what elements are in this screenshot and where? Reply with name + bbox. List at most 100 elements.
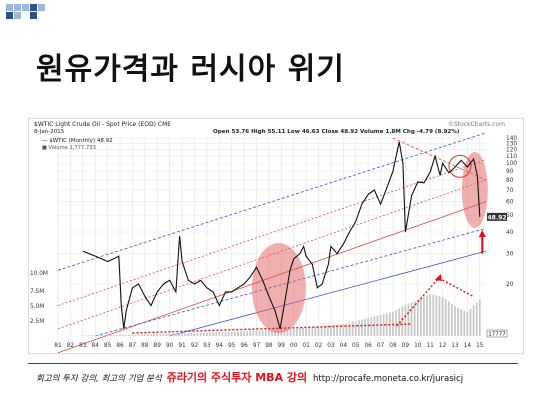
- volume-bar: [261, 330, 264, 336]
- volume-bar: [354, 321, 357, 336]
- volume-bar: [125, 334, 128, 336]
- y-tick-label: 100: [506, 161, 517, 167]
- last-volume-label: 17777: [488, 332, 506, 338]
- highlight-2014: [461, 152, 488, 228]
- chart-ohlc: Open 53.76 High 55.11 Low 46.63 Close 48…: [213, 129, 460, 135]
- volume-bar: [178, 333, 180, 336]
- volume-bar: [444, 299, 447, 336]
- volume-bar: [423, 297, 425, 336]
- price-line-layer: [82, 141, 481, 329]
- volume-bar: [209, 332, 211, 336]
- volume-bar: [274, 329, 277, 336]
- volume-bar: [147, 334, 149, 336]
- x-tick-label: 01: [302, 343, 310, 349]
- volume-bar: [277, 329, 280, 336]
- volume-bar: [171, 333, 174, 336]
- y-tick-label: 20: [506, 282, 514, 288]
- volume-bar: [249, 330, 252, 336]
- volume-bar: [122, 334, 125, 336]
- volume-tick-label: 2.5M: [30, 319, 44, 325]
- volume-bar: [407, 303, 410, 336]
- trend-channel-line: [57, 159, 487, 306]
- x-tick-label: 90: [166, 343, 174, 349]
- x-tick-label: 02: [315, 343, 323, 349]
- volume-bar: [320, 326, 323, 336]
- volume-bar: [215, 332, 218, 336]
- volume-bar: [85, 335, 87, 336]
- footer-lead: 회고의 투자 강의, 최고의 기업 분석: [36, 374, 162, 384]
- volume-bar: [252, 330, 255, 336]
- volume-bar: [466, 312, 469, 336]
- volume-bar: [131, 334, 134, 336]
- volume-bar: [112, 334, 115, 336]
- volume-bar: [193, 332, 196, 336]
- volume-bar: [202, 332, 205, 336]
- volume-peak-arrowhead: [434, 274, 442, 281]
- x-tick-label: 84: [92, 343, 100, 349]
- volume-bar: [435, 295, 438, 336]
- x-tick-label: 83: [79, 343, 87, 349]
- volume-bar: [137, 334, 140, 336]
- volume-bar: [361, 319, 363, 336]
- volume-bar: [305, 327, 308, 336]
- x-tick-label: 95: [228, 343, 236, 349]
- volume-bar: [330, 325, 332, 336]
- y-tick-label: 80: [506, 178, 514, 184]
- decorative-square: [38, 4, 45, 11]
- volume-bar: [134, 334, 137, 336]
- volume-tick-label: 10.0M: [30, 271, 48, 277]
- volume-bar: [271, 329, 273, 336]
- slide-top-bar: [0, 0, 545, 6]
- x-tick-label: 05: [352, 343, 360, 349]
- x-tick-label: 07: [377, 343, 385, 349]
- volume-bar: [267, 330, 270, 336]
- volume-bar: [370, 317, 373, 336]
- volume-bar: [258, 330, 261, 336]
- footer-url[interactable]: http://procafe.moneta.co.kr/jurasicj: [313, 374, 464, 384]
- volume-bar: [364, 318, 366, 336]
- volume-bar: [280, 329, 283, 336]
- volume-bar: [323, 325, 326, 336]
- x-tick-label: 08: [389, 343, 397, 349]
- volume-bar: [367, 318, 370, 336]
- volume-bar: [236, 331, 239, 336]
- x-tick-label: 15: [476, 343, 484, 349]
- volume-bar: [429, 294, 432, 336]
- volume-bar: [419, 298, 422, 336]
- trend-channel-line: [392, 137, 487, 181]
- last-volume-box: [486, 329, 508, 338]
- chart-svg: $WTIC Light Crude Oil - Spot Price (EOD)…: [28, 118, 524, 354]
- footer: 회고의 투자 강의, 최고의 기업 분석 쥬라기의 주식투자 MBA 강의 ht…: [36, 369, 463, 385]
- chart-text-layer: $WTIC Light Crude Oil - Spot Price (EOD)…: [30, 121, 517, 349]
- trend-channels: [57, 132, 487, 354]
- volume-bar: [255, 330, 258, 336]
- volume-bar: [339, 324, 342, 336]
- volume-bar: [401, 306, 404, 336]
- x-tick-label: 97: [253, 343, 261, 349]
- volume-bar: [292, 328, 295, 336]
- trend-channel-line: [95, 227, 487, 337]
- x-tick-label: 00: [290, 343, 298, 349]
- volume-bar: [187, 333, 190, 336]
- volume-bar: [314, 326, 317, 336]
- x-tick-label: 87: [129, 343, 137, 349]
- volume-bar: [150, 334, 152, 336]
- x-tick-label: 06: [364, 343, 372, 349]
- decorative-square: [30, 4, 37, 11]
- volume-bar: [159, 333, 162, 336]
- volume-bar: [283, 329, 286, 336]
- volume-bar: [342, 324, 345, 336]
- volume-bar: [199, 332, 202, 336]
- volume-bar: [243, 331, 245, 336]
- chart-grid: [57, 137, 486, 336]
- volume-bar: [162, 333, 165, 336]
- legend-volume: ■ Volume 1,777,733: [42, 145, 96, 151]
- volume-bar: [438, 296, 441, 336]
- volume-bar: [109, 334, 112, 336]
- chart-symbol-header: $WTIC Light Crude Oil - Spot Price (EOD)…: [34, 121, 171, 128]
- x-tick-label: 89: [154, 343, 162, 349]
- volume-bar: [460, 309, 463, 336]
- volume-bar: [302, 327, 304, 336]
- volume-bar: [286, 329, 289, 336]
- volume-bar: [413, 301, 416, 336]
